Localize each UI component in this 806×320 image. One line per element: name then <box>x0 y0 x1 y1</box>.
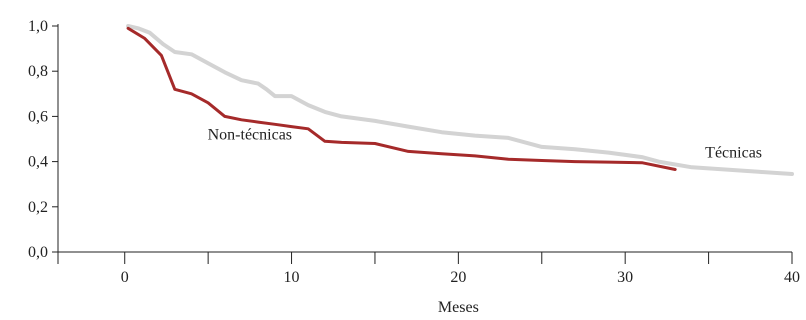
series-label-tecnicas: Técnicas <box>705 145 762 162</box>
x-axis-title: Meses <box>438 299 479 316</box>
labels-layer: Non-técnicas Técnicas <box>208 126 762 161</box>
x-tick-label: 20 <box>450 269 466 286</box>
x-tick-label: 30 <box>617 269 633 286</box>
series-label-non-tecnicas: Non-técnicas <box>208 126 292 143</box>
x-tick-label: 40 <box>784 269 800 286</box>
y-tick-label: 0,6 <box>28 108 48 125</box>
axes: 0,0 0,2 0,4 0,6 0,8 1,0 0 10 20 30 40 <box>28 18 800 286</box>
y-tick-label: 0,8 <box>28 63 48 80</box>
series-line-non-tecnicas <box>126 26 677 171</box>
y-tick-label: 0,0 <box>28 244 48 261</box>
series-layer <box>126 24 794 176</box>
y-tick-label: 0,4 <box>28 154 48 171</box>
x-tick-label: 10 <box>284 269 300 286</box>
y-tick-label: 1,0 <box>28 18 48 35</box>
series-line-tecnicas <box>126 24 794 176</box>
x-tick-label: 0 <box>121 269 129 286</box>
y-tick-label: 0,2 <box>28 199 48 216</box>
